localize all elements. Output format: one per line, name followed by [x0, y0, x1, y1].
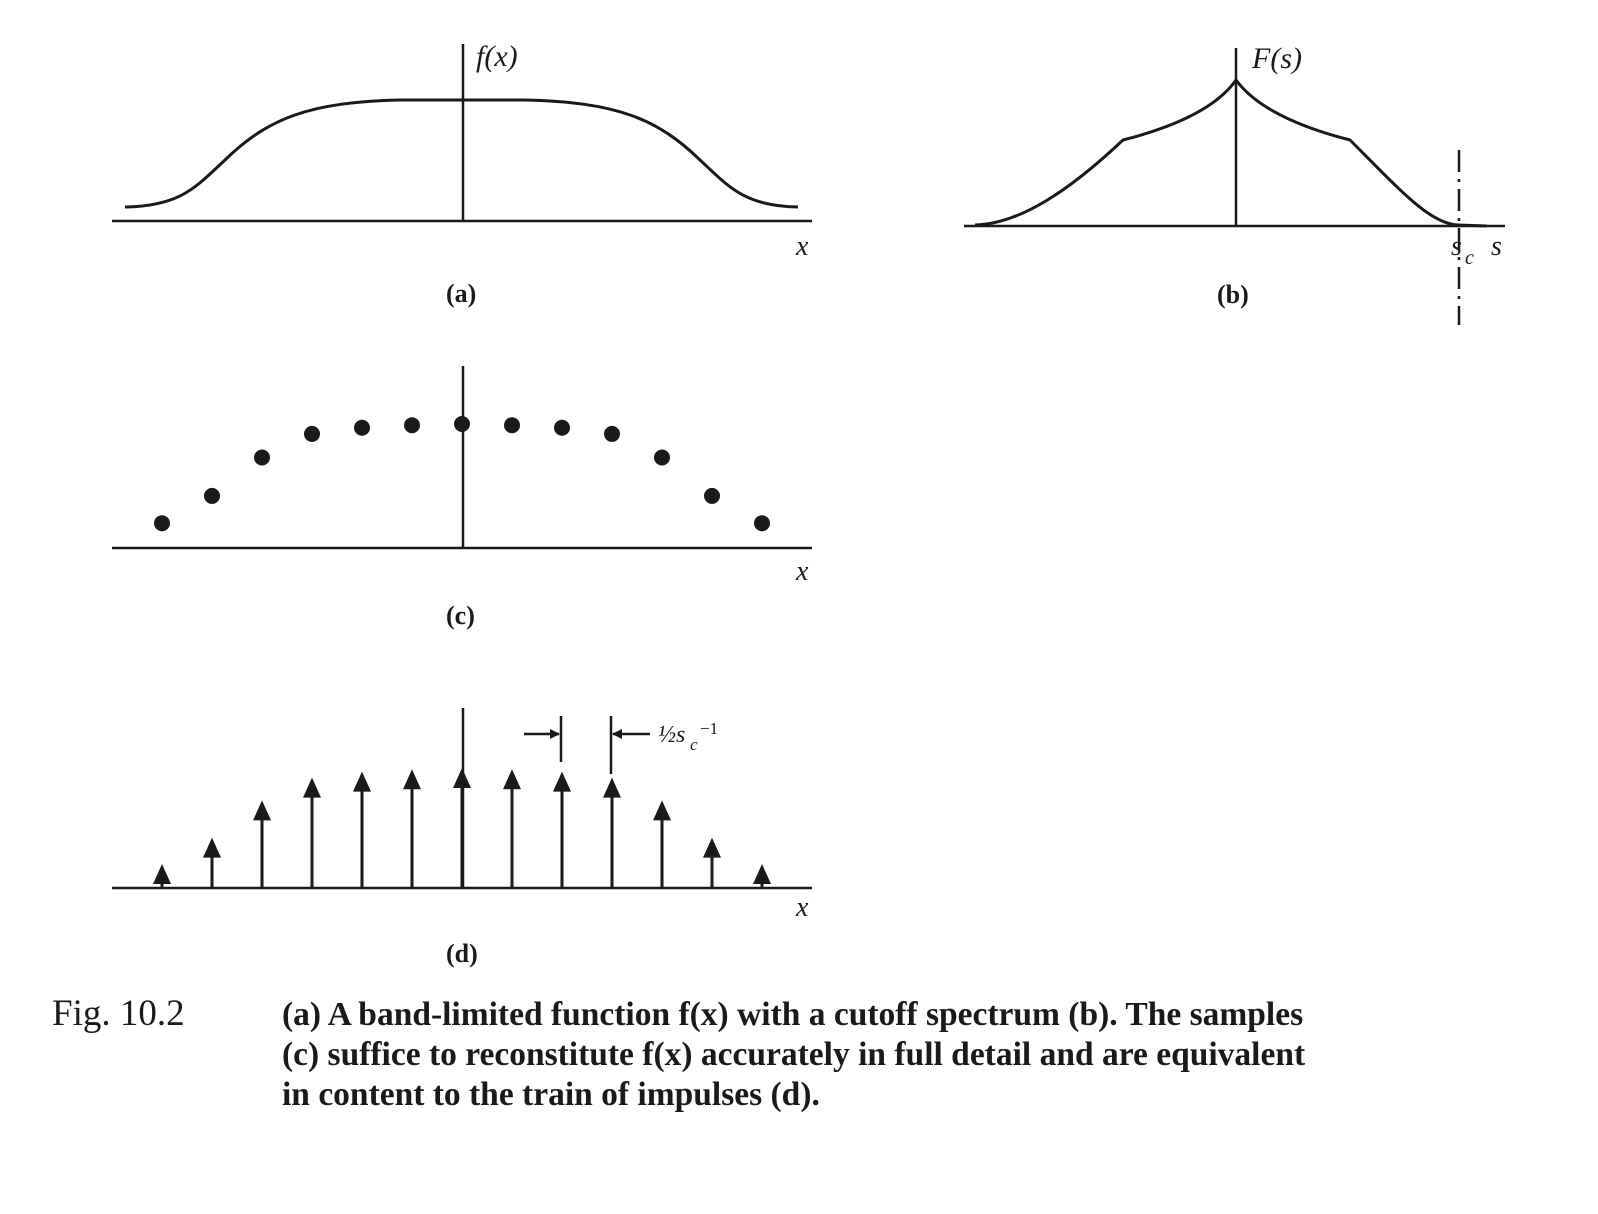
sample-point [604, 425, 620, 442]
panel-a-function-curve [124, 98, 799, 209]
panel-b-spectrum-curve [974, 77, 1488, 228]
sample-point [404, 417, 420, 434]
panel-a-function-label: f(x) [476, 40, 518, 73]
impulse-arrow [303, 777, 321, 888]
spacing-label-superscript: −1 [700, 719, 718, 738]
panel-b-axis-label: s [1491, 231, 1502, 262]
sample-point [504, 417, 520, 434]
panel-b: F(s) s c s (b) [964, 42, 1505, 325]
sample-point [754, 515, 770, 532]
impulse-arrow [603, 777, 621, 888]
panel-d-impulses [153, 768, 771, 888]
panel-a-label: (a) [446, 279, 476, 308]
panel-b-label: (b) [1217, 280, 1249, 309]
panel-d-axis-label: x [795, 892, 809, 923]
impulse-arrow [453, 768, 471, 888]
impulse-arrow [353, 771, 371, 888]
sample-point [154, 515, 170, 532]
sample-point [354, 419, 370, 436]
panel-a: f(x) x (a) [112, 40, 812, 308]
spacing-label: ½s [658, 722, 685, 748]
panel-b-cutoff-label: s [1451, 231, 1462, 262]
sample-point [304, 425, 320, 442]
figure-number: Fig. 10.2 [52, 993, 185, 1034]
panel-d-label: (d) [446, 939, 478, 968]
panel-c-axis-label: x [795, 556, 809, 587]
impulse-arrow [753, 864, 771, 888]
impulse-arrow [253, 800, 271, 888]
caption-line-3: in content to the train of impulses (d). [282, 1076, 820, 1113]
panel-c-samples [154, 416, 770, 532]
caption-line-1: (a) A band-limited function f(x) with a … [282, 996, 1304, 1033]
panel-b-function-label: F(s) [1251, 42, 1302, 75]
panel-c: x (c) [112, 366, 812, 630]
sample-point [204, 487, 220, 504]
sample-point [454, 416, 470, 432]
impulse-arrow [703, 837, 721, 888]
sample-point [654, 449, 670, 466]
impulse-arrow [203, 837, 221, 888]
spacing-label-subscript: c [690, 735, 698, 754]
impulse-arrow [503, 769, 521, 888]
panel-c-label: (c) [446, 601, 475, 630]
impulse-arrow [153, 864, 171, 888]
sample-point [704, 487, 720, 504]
panel-d: ½s c −1 x (d) [112, 708, 812, 968]
impulse-arrow [403, 769, 421, 888]
sample-point [254, 449, 270, 466]
impulse-arrow [553, 771, 571, 888]
panel-a-axis-label: x [795, 231, 809, 262]
sample-point [554, 419, 570, 436]
impulse-arrow [653, 800, 671, 888]
caption-line-2: (c) suffice to reconstitute f(x) accurat… [282, 1036, 1306, 1073]
panel-b-cutoff-subscript: c [1465, 247, 1474, 269]
figure-caption: (a) A band-limited function f(x) with a … [282, 995, 1542, 1115]
